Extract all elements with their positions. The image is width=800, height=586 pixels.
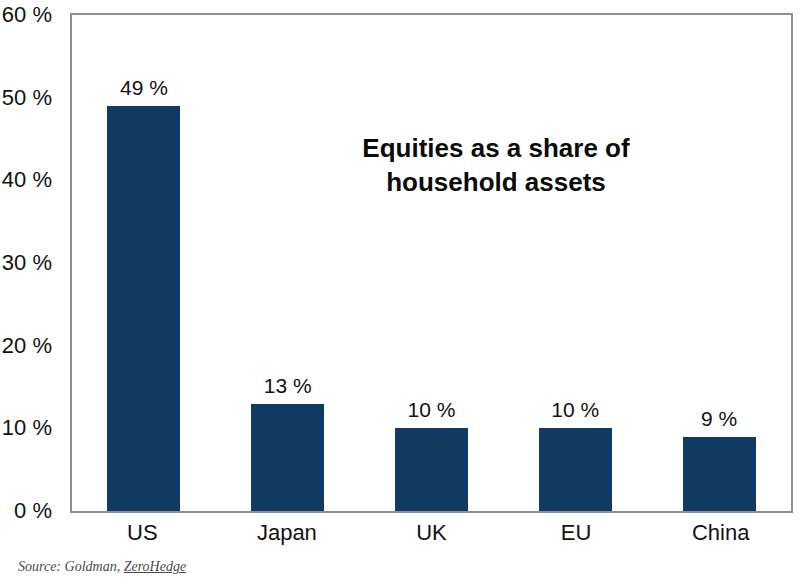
x-axis-label-us: US	[70, 520, 215, 546]
bar-slot: 13 %	[216, 15, 360, 511]
bar-us	[107, 106, 180, 511]
y-axis-tick-label: 30 %	[2, 250, 52, 276]
y-axis-tick-label: 60 %	[2, 2, 52, 28]
plot-area: 49 % 13 % 10 % 10 % 9 %	[70, 13, 793, 513]
bar-slot: 10 %	[503, 15, 647, 511]
x-axis-label-eu: EU	[504, 520, 649, 546]
bar-japan	[251, 404, 324, 511]
bar-eu	[539, 428, 612, 511]
bar-value-label: 49 %	[120, 76, 168, 100]
chart-title: Equities as a share of household assets	[300, 131, 692, 199]
y-axis: 0 %10 %20 %30 %40 %50 %60 %	[0, 15, 52, 511]
chart-canvas: 0 % 10 % 20 % 30 % 40 % 50 % 60 % 49 % 13 % 10 %…	[0, 0, 800, 586]
bar-slot: 10 %	[360, 15, 504, 511]
y-axis-tick-label: 20 %	[2, 333, 52, 359]
bar-uk	[395, 428, 468, 511]
bar-china	[683, 437, 756, 511]
bar-value-label: 9 %	[701, 407, 737, 431]
x-axis-label-japan: Japan	[215, 520, 360, 546]
x-axis-label-uk: UK	[359, 520, 504, 546]
bar-value-label: 10 %	[408, 398, 456, 422]
source-link: ZeroHedge	[124, 559, 186, 574]
bar-slot: 9 %	[647, 15, 791, 511]
y-axis-tick-label: 10 %	[2, 415, 52, 441]
bar-value-label: 13 %	[264, 374, 312, 398]
source-prefix: Source: Goldman,	[18, 559, 124, 574]
bar-slot: 49 %	[72, 15, 216, 511]
y-axis-tick-label: 40 %	[2, 167, 52, 193]
bars-layer: 49 % 13 % 10 % 10 % 9 %	[72, 15, 791, 511]
y-axis-tick-label: 50 %	[2, 85, 52, 111]
x-axis-label-china: China	[648, 520, 793, 546]
source-line: Source: Goldman, ZeroHedge	[18, 559, 186, 575]
bar-value-label: 10 %	[551, 398, 599, 422]
y-axis-tick-label: 0 %	[14, 498, 52, 524]
x-axis: USJapanUKEUChina	[70, 520, 793, 546]
